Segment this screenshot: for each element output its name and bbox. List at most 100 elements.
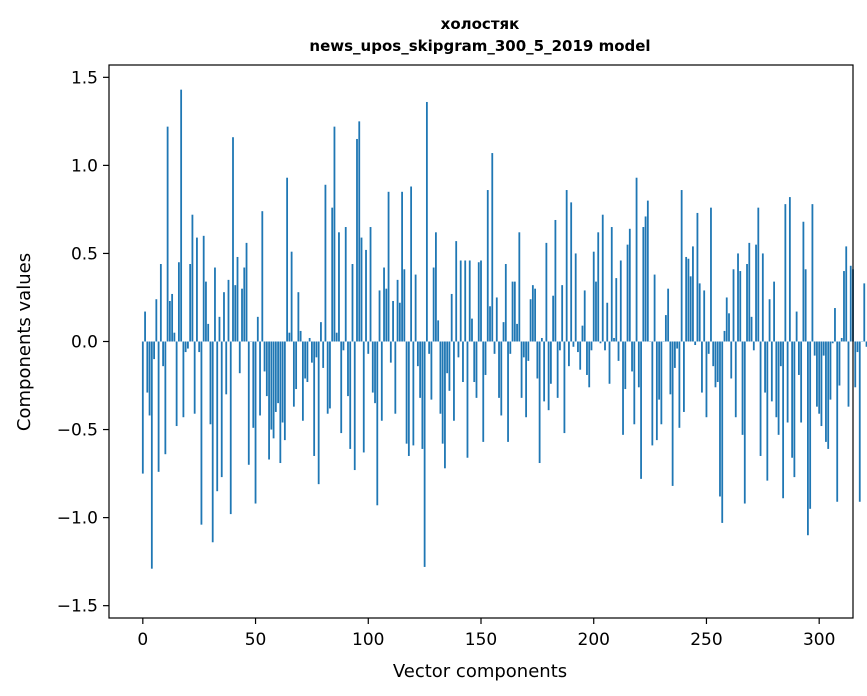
bar [315,341,318,358]
bar [385,288,388,342]
bar [531,285,534,342]
bar [218,316,221,342]
bar [802,221,805,342]
bar [313,341,316,456]
bar [540,337,543,342]
bar [816,341,818,407]
bar [712,341,715,367]
bar [768,299,771,342]
bar [308,337,311,342]
bar [507,341,509,442]
bar [865,341,867,347]
bar [664,315,667,342]
bar [522,341,525,358]
bar [322,341,325,368]
bar [863,283,866,342]
bar [752,341,755,351]
bar [651,341,654,446]
bar [331,207,334,342]
bar [845,246,848,342]
bar [822,341,825,356]
bar [141,341,144,474]
bar [658,341,661,400]
bar [342,341,345,351]
bar [694,341,697,346]
bar [667,288,670,342]
bar [410,186,413,342]
bar [728,313,730,342]
bar [162,341,165,367]
bar [403,269,406,342]
bar [295,341,298,390]
bar [615,278,618,342]
bar [288,332,291,342]
bar [687,258,690,342]
chart-title: холостяк news_upos_skipgram_300_5_2019 m… [309,15,650,55]
bar [743,341,746,504]
bar [374,341,376,404]
bar [755,244,757,342]
bar [746,264,748,342]
bar [606,302,609,342]
bar [153,341,155,360]
bar [849,265,852,342]
bar [229,341,232,515]
bar [838,341,841,386]
bar [707,341,710,354]
bar [464,260,467,342]
bar [338,232,340,342]
bar [214,267,216,342]
bar [412,341,415,446]
bar [836,341,839,502]
bar [358,121,361,342]
bar [236,256,239,342]
bar [701,341,703,393]
bar [509,341,512,354]
bar [177,262,180,342]
bar [689,276,692,342]
bar [383,267,385,342]
bar [782,341,785,499]
bar [232,137,234,342]
bar [193,341,196,414]
bar [655,341,658,441]
bar [547,341,550,411]
bar [525,341,527,418]
bar [225,341,228,395]
bar [159,264,162,342]
bar [529,299,532,342]
bar [581,325,584,342]
bar [739,271,742,342]
bar [473,341,476,383]
bar [360,237,363,342]
x-axis: 0 50 100 150 200 250 300 [137,618,835,650]
bar [448,341,451,391]
bar [171,293,174,342]
bar [150,341,153,569]
bar [329,341,331,409]
bar [489,306,491,342]
y-tick-label: 1.5 [71,68,98,88]
bar [430,341,433,400]
bar [189,264,192,342]
bar [536,341,539,379]
x-axis-label: Vector components [393,661,567,682]
bar [843,271,845,342]
bar [784,204,787,342]
bar [223,292,225,342]
bar [243,267,246,342]
bar [356,138,358,342]
bar [624,341,627,390]
bar [561,285,564,342]
bar [398,302,401,342]
x-tick-label: 50 [245,630,267,650]
bar [369,227,372,342]
bar [146,341,149,393]
bar [297,292,300,342]
bar [196,237,198,342]
bar [389,341,392,363]
bar [692,246,694,342]
bar [759,341,762,456]
bar [493,341,496,354]
bar [588,341,591,388]
